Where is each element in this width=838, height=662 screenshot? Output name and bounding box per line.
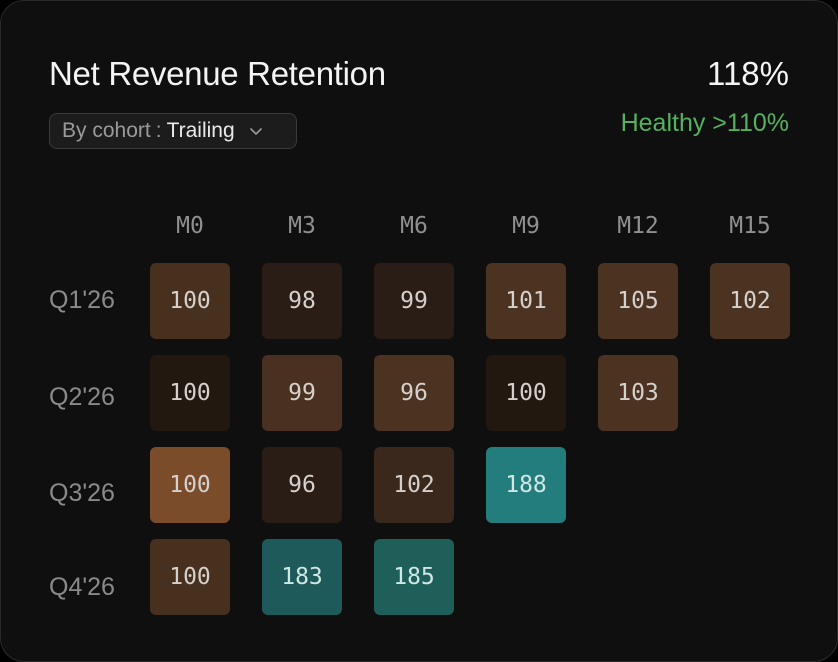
- heatmap-cell[interactable]: 100: [486, 355, 566, 431]
- heatmap-cell[interactable]: 188: [486, 447, 566, 523]
- nrr-value: 118%: [707, 55, 789, 92]
- heatmap-cell[interactable]: 102: [374, 447, 454, 523]
- cohort-filter-dropdown[interactable]: By cohort : Trailing: [49, 113, 297, 149]
- chevron-down-icon: [249, 124, 263, 138]
- column-header: M6: [400, 213, 428, 239]
- row-header: Q2'26: [49, 383, 115, 411]
- column-header: M3: [288, 213, 316, 239]
- heatmap-cell[interactable]: 96: [262, 447, 342, 523]
- row-header: Q1'26: [49, 286, 115, 314]
- heatmap-cell[interactable]: 100: [150, 447, 230, 523]
- row-header: Q3'26: [49, 479, 115, 507]
- filter-label: By cohort: [62, 119, 151, 142]
- column-header: M15: [729, 213, 771, 239]
- column-header: M12: [617, 213, 659, 239]
- heatmap-cell[interactable]: 183: [262, 539, 342, 615]
- heatmap-cell[interactable]: 98: [262, 263, 342, 339]
- card-title: Net Revenue Retention: [49, 55, 386, 92]
- heatmap-cell[interactable]: 101: [486, 263, 566, 339]
- column-header: M9: [512, 213, 540, 239]
- status-label: Healthy >110%: [620, 109, 789, 137]
- heatmap-cell[interactable]: 105: [598, 263, 678, 339]
- heatmap-cell[interactable]: 100: [150, 263, 230, 339]
- column-header: M0: [176, 213, 204, 239]
- heatmap-cell[interactable]: 99: [262, 355, 342, 431]
- filter-value: Trailing: [166, 119, 235, 142]
- heatmap-cell[interactable]: 102: [710, 263, 790, 339]
- heatmap-cell[interactable]: 99: [374, 263, 454, 339]
- heatmap-cell[interactable]: 96: [374, 355, 454, 431]
- filter-separator: :: [155, 119, 162, 142]
- heatmap-cell[interactable]: 100: [150, 355, 230, 431]
- row-header: Q4'26: [49, 573, 115, 601]
- heatmap-cell[interactable]: 103: [598, 355, 678, 431]
- heatmap-cell[interactable]: 100: [150, 539, 230, 615]
- heatmap-cell[interactable]: 185: [374, 539, 454, 615]
